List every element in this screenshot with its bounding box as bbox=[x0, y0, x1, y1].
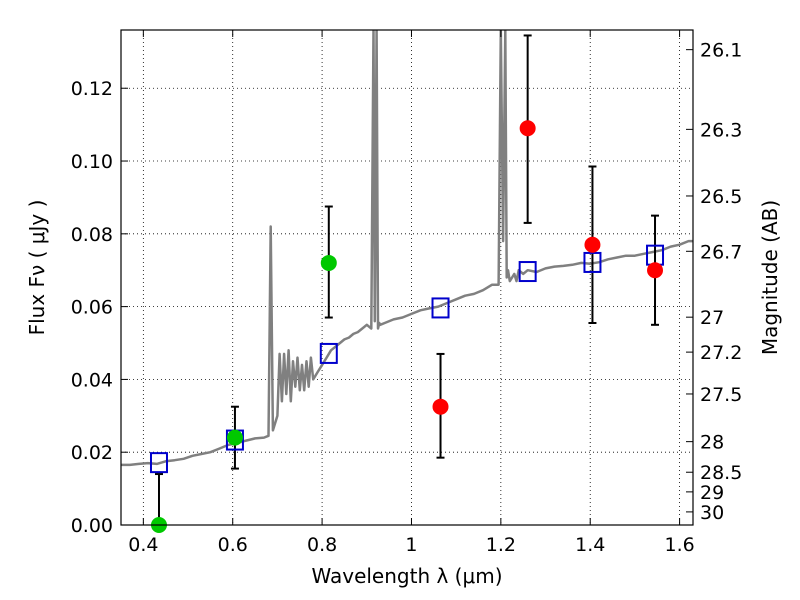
model-spectrum-line bbox=[121, 30, 693, 467]
y-right-tick-label: 28 bbox=[700, 432, 724, 454]
y-right-tick-label: 28.5 bbox=[700, 462, 742, 484]
y-right-tick-label: 27.2 bbox=[700, 342, 742, 364]
y-right-tick-label: 30 bbox=[700, 502, 724, 524]
model-square-marker bbox=[149, 452, 168, 474]
y-right-tick-label: 27.5 bbox=[700, 384, 742, 406]
y-right-tick-label: 26.5 bbox=[700, 186, 742, 208]
model-square-marker bbox=[583, 251, 602, 273]
observed-point bbox=[432, 398, 449, 415]
spectrum-polyline bbox=[121, 30, 693, 467]
plot-frame bbox=[120, 29, 694, 526]
y-tick-label: 0.06 bbox=[71, 297, 113, 319]
y-tick-label: 0.04 bbox=[71, 369, 113, 391]
x-tick-label: 1.4 bbox=[575, 534, 605, 556]
y-right-tick-label: 27 bbox=[700, 307, 724, 329]
y-tick-label: 0.10 bbox=[71, 151, 113, 173]
y-right-tick-label: 26.7 bbox=[700, 241, 742, 263]
y-axis-label: Flux Fν ( μJy ) bbox=[25, 200, 49, 336]
x-tick-label: 1.2 bbox=[486, 534, 516, 556]
x-tick-label: 1.6 bbox=[664, 534, 694, 556]
observed-point bbox=[647, 262, 664, 279]
observed-point bbox=[226, 429, 243, 446]
x-tick-label: 0.8 bbox=[307, 534, 337, 556]
model-square-marker bbox=[319, 342, 338, 364]
y-tick-label: 0.12 bbox=[71, 78, 113, 100]
data-markers bbox=[149, 34, 665, 533]
observed-point bbox=[519, 120, 536, 137]
observed-point bbox=[584, 236, 601, 253]
x-tick-label: 0.6 bbox=[218, 534, 248, 556]
observed-point bbox=[320, 254, 337, 271]
grid-lines bbox=[121, 30, 693, 526]
y-tick-label: 0.00 bbox=[71, 515, 113, 537]
model-square-marker bbox=[431, 297, 450, 319]
x-tick-label: 1 bbox=[405, 534, 417, 556]
y-axis-right-label: Magnitude (AB) bbox=[758, 200, 782, 355]
x-tick-label: 0.4 bbox=[128, 534, 158, 556]
y-right-tick-label: 26.3 bbox=[700, 119, 742, 141]
y-tick-label: 0.02 bbox=[71, 442, 113, 464]
y-tick-label: 0.08 bbox=[71, 224, 113, 246]
model-square-marker bbox=[518, 261, 537, 283]
x-axis-label: Wavelength λ (μm) bbox=[311, 564, 502, 588]
y-right-tick-label: 29 bbox=[700, 482, 724, 504]
axis-ticks: 0.4 0.6 0.8 1 1.2 1.4 1.6 0.00 0.02 0.04 0.06 0.08 0… bbox=[71, 30, 742, 556]
y-right-tick-label: 26.1 bbox=[700, 40, 742, 62]
